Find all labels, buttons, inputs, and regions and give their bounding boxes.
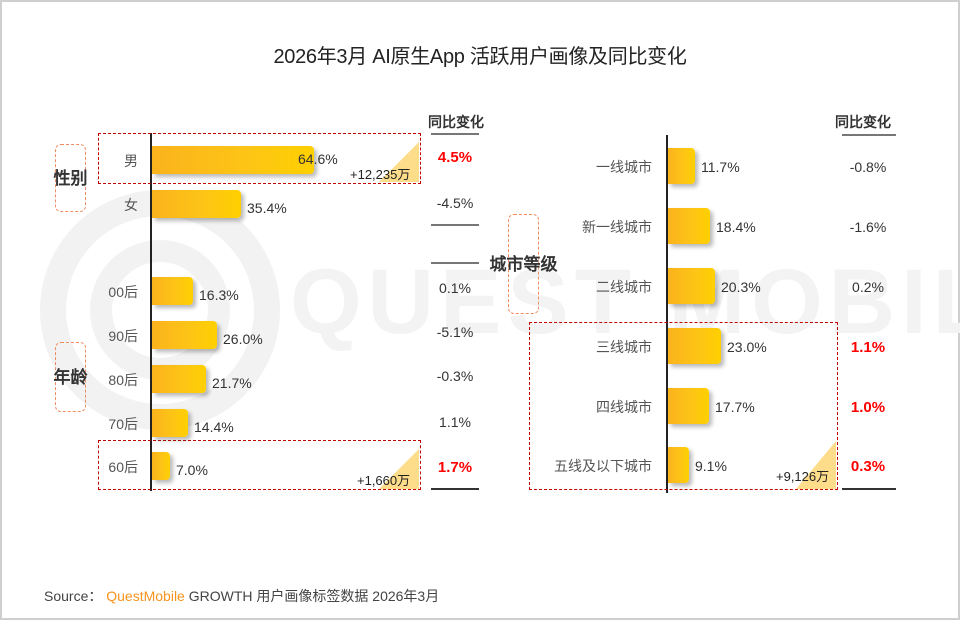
group-label-char: 别 xyxy=(70,168,88,188)
category-label: 70后 xyxy=(108,416,138,432)
group-label-char: 年 xyxy=(53,367,71,387)
value-label: 14.4% xyxy=(194,419,234,435)
value-label: 35.4% xyxy=(247,200,287,216)
group-label-char: 市 xyxy=(506,254,524,274)
left-change-bottom-line xyxy=(431,488,479,490)
group-label-char: 级 xyxy=(540,254,558,274)
category-label: 男 xyxy=(124,153,138,169)
right-change-bottom-line xyxy=(842,488,896,490)
bar-1 xyxy=(152,190,241,218)
change-value: 1.1% xyxy=(850,339,886,356)
gain-annotation-male: +12,235万 xyxy=(350,167,411,182)
value-label: 21.7% xyxy=(212,375,252,391)
category-label: 女 xyxy=(124,197,138,213)
change-value: 0.2% xyxy=(852,279,884,295)
category-label: 80后 xyxy=(108,372,138,388)
category-label: 00后 xyxy=(108,284,138,300)
change-value: -0.3% xyxy=(436,368,474,384)
bar-5 xyxy=(668,447,689,483)
group-label-char: 性 xyxy=(53,168,71,188)
highlight-box-60s xyxy=(98,440,421,490)
bar-4 xyxy=(152,365,206,393)
change-value: -0.8% xyxy=(849,159,887,175)
group-label-char: 等 xyxy=(523,254,541,274)
left-change-separator-2 xyxy=(431,262,479,264)
category-label: 二线城市 xyxy=(596,279,652,295)
category-label: 60后 xyxy=(108,459,138,475)
gain-corner-male xyxy=(379,142,419,182)
value-label: 9.1% xyxy=(695,458,727,474)
category-label: 新一线城市 xyxy=(582,219,652,235)
gain-annotation-60s: +1,660万 xyxy=(357,473,411,488)
source-note: Source： QuestMobile GROWTH 用户画像标签数据 2026… xyxy=(44,586,439,606)
bar-3 xyxy=(668,328,721,364)
bar-5 xyxy=(152,409,188,437)
bar-2 xyxy=(668,268,715,304)
right-change-header: 同比变化 xyxy=(835,114,891,130)
highlight-box-lower-tier xyxy=(529,322,838,490)
change-value: 0.1% xyxy=(439,280,471,296)
group-label-gender: 性别 xyxy=(53,144,88,212)
change-value: -5.1% xyxy=(436,324,474,340)
value-label: 11.7% xyxy=(701,159,740,175)
value-label: 17.7% xyxy=(715,399,755,415)
value-label: 7.0% xyxy=(176,462,208,478)
chart-title: 2026年3月 AI原生App 活跃用户画像及同比变化 xyxy=(273,46,687,68)
left-header-underline xyxy=(431,133,479,135)
gain-corner-lower-tier xyxy=(796,441,836,489)
bar-6 xyxy=(152,452,170,480)
change-value: 1.1% xyxy=(439,414,471,430)
left-change-separator-1 xyxy=(431,224,479,226)
change-value: 1.7% xyxy=(437,459,473,476)
value-label: 64.6% xyxy=(298,151,338,167)
group-label-char: 龄 xyxy=(70,367,88,387)
value-label: 20.3% xyxy=(721,279,761,295)
change-value: -4.5% xyxy=(436,195,474,211)
bar-0 xyxy=(668,148,695,184)
value-label: 16.3% xyxy=(199,287,239,303)
category-label: 90后 xyxy=(108,328,138,344)
category-label: 四线城市 xyxy=(596,399,652,415)
gain-corner-60s xyxy=(379,449,419,489)
bar-3 xyxy=(152,321,217,349)
bar-4 xyxy=(668,388,709,424)
right-header-underline xyxy=(842,134,896,136)
change-value: 4.5% xyxy=(437,149,473,166)
watermark-logo-ring-inner xyxy=(90,240,230,380)
highlight-box-male xyxy=(98,133,421,184)
left-axis-line xyxy=(150,133,152,491)
change-value: -1.6% xyxy=(849,219,887,235)
category-label: 三线城市 xyxy=(596,339,652,355)
category-label: 一线城市 xyxy=(596,159,652,175)
value-label: 26.0% xyxy=(223,331,263,347)
left-change-header: 同比变化 xyxy=(428,114,484,130)
source-brand: QuestMobile xyxy=(106,588,185,604)
change-value: 1.0% xyxy=(850,399,886,416)
bar-0 xyxy=(152,146,314,174)
bar-2 xyxy=(152,277,193,305)
bar-1 xyxy=(668,208,710,244)
source-text: GROWTH 用户画像标签数据 2026年3月 xyxy=(184,588,440,604)
group-label-city-tier: 城市等级 xyxy=(490,214,558,314)
value-label: 23.0% xyxy=(727,339,767,355)
group-label-age: 年龄 xyxy=(53,342,88,412)
right-axis-line xyxy=(666,135,668,493)
value-label: 18.4% xyxy=(716,219,756,235)
source-prefix: Source： xyxy=(44,588,103,604)
group-label-char: 城 xyxy=(489,254,507,274)
gain-annotation-lower-tier: +9,126万 xyxy=(776,469,830,484)
watermark-text: QUEST MOBILE xyxy=(290,251,960,353)
change-value: 0.3% xyxy=(850,458,886,475)
category-label: 五线及以下城市 xyxy=(554,458,652,474)
